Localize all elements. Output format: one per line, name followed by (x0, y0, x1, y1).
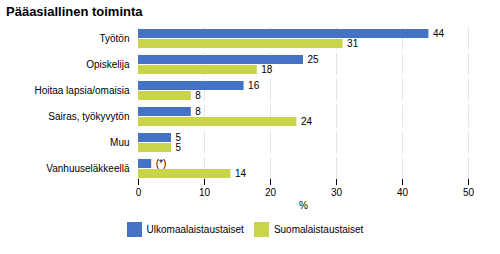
svg-text:Työtön: Työtön (99, 33, 129, 44)
svg-text:10: 10 (199, 187, 211, 198)
svg-text:5: 5 (175, 132, 182, 144)
svg-text:(*): (*) (156, 158, 167, 169)
svg-text:Opiskelija: Opiskelija (86, 59, 130, 70)
svg-text:44: 44 (433, 28, 445, 39)
svg-text:24: 24 (301, 116, 313, 127)
svg-text:5: 5 (176, 142, 182, 153)
svg-text:40: 40 (397, 187, 409, 198)
svg-text:8: 8 (195, 90, 201, 101)
svg-text:Muu: Muu (110, 137, 129, 148)
svg-text:25: 25 (308, 54, 320, 65)
html-text:Suomalaistaustaiset: Suomalaistaustaiset (273, 224, 364, 235)
svg-text:30: 30 (331, 187, 343, 198)
svg-text:Hoitaa lapsia/omaisia: Hoitaa lapsia/omaisia (34, 85, 129, 96)
html-text:Pääasiallinen toiminta: Pääasiallinen toiminta (6, 4, 143, 19)
svg-text:14: 14 (235, 168, 247, 179)
svg-text:16: 16 (248, 80, 260, 91)
svg-text:0: 0 (136, 187, 142, 198)
svg-text:50: 50 (463, 187, 475, 198)
svg-text:8: 8 (195, 106, 201, 117)
html-text:Ulkomaalaistaustaiset: Ulkomaalaistaustaiset (146, 224, 244, 235)
svg-text:Sairas, työkyvytön: Sairas, työkyvytön (48, 111, 129, 122)
svg-text:18: 18 (261, 64, 273, 75)
svg-text:%: % (299, 200, 308, 211)
svg-text:20: 20 (265, 187, 277, 198)
svg-text:31: 31 (347, 38, 359, 49)
svg-text:Vanhuuseläkkeellä: Vanhuuseläkkeellä (46, 163, 130, 174)
